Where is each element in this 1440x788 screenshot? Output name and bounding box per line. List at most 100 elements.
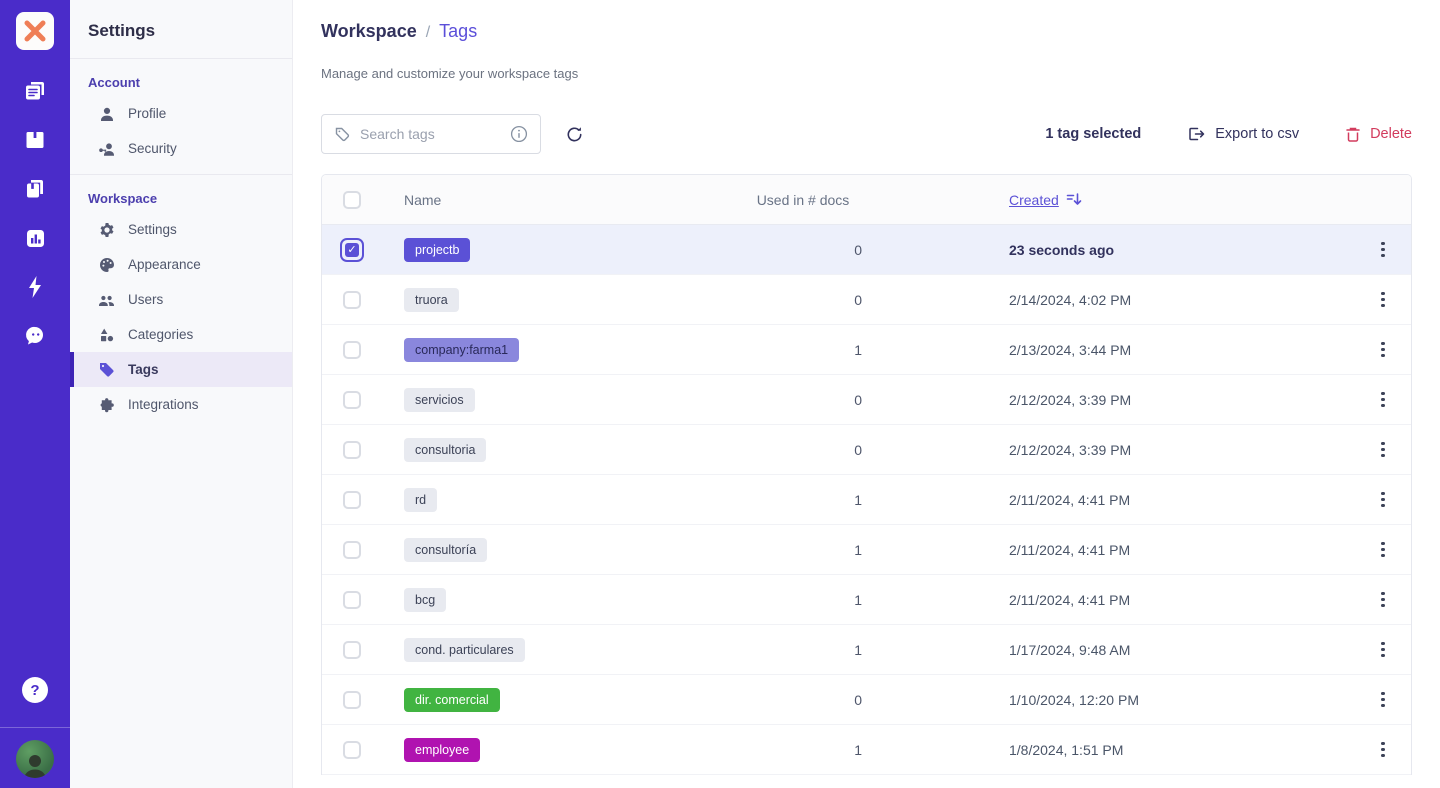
row-checkbox[interactable] [343,740,361,759]
table-row[interactable]: cond. particulares 1 1/17/2024, 9:48 AM [322,625,1411,675]
row-checkbox[interactable] [343,490,361,509]
row-menu-button[interactable] [1355,438,1411,462]
row-checkbox[interactable] [343,390,361,409]
row-checkbox[interactable] [343,690,361,709]
categories-icon [98,326,115,343]
table-row[interactable]: servicios 0 2/12/2024, 3:39 PM [322,375,1411,425]
row-menu-button[interactable] [1355,388,1411,412]
row-menu-button[interactable] [1355,238,1411,262]
sort-by-created[interactable]: Created [1009,191,1059,208]
row-menu-button[interactable] [1355,488,1411,512]
row-menu-button[interactable] [1355,588,1411,612]
row-checkbox[interactable] [343,340,361,359]
tag-badge: consultoría [404,537,488,562]
search-input[interactable] [360,126,501,142]
tag-outline-icon [335,127,350,141]
sidebar-item-label: Appearance [128,257,201,272]
sidebar-item-label: Integrations [128,397,199,412]
docs-count: 1 [854,641,862,658]
sidebar-item-appearance[interactable]: Appearance [70,247,292,282]
help-button[interactable]: ? [22,677,48,703]
sidebar-item-label: Categories [128,327,194,342]
sidebar-item-label: Profile [128,106,167,121]
table-row[interactable]: consultoría 1 2/11/2024, 4:41 PM [322,525,1411,575]
table-row[interactable]: consultoria 0 2/12/2024, 3:39 PM [322,425,1411,475]
page-subtitle: Manage and customize your workspace tags [321,66,579,81]
created-date: 2/12/2024, 3:39 PM [1009,441,1132,458]
sidebar-item-tags[interactable]: Tags [70,352,292,387]
tag-badge: company:farma1 [404,337,520,362]
app-rail: ? [0,0,70,788]
sidebar-item-label: Security [128,141,177,156]
person-icon [98,105,115,122]
sidebar-item-profile[interactable]: Profile [70,96,292,131]
kebab-icon [1377,688,1389,712]
account-section: Account Profile Security [70,59,292,175]
refresh-icon[interactable] [565,125,584,144]
table-row[interactable]: rd 1 2/11/2024, 4:41 PM [322,475,1411,525]
docs-count: 0 [854,391,862,408]
app-logo[interactable] [16,12,54,50]
table-row[interactable]: dir. comercial 0 1/10/2024, 12:20 PM [322,675,1411,725]
settings-sidebar: Settings Account Profile Security [70,0,293,788]
row-checkbox[interactable] [343,640,361,659]
row-menu-button[interactable] [1355,638,1411,662]
tag-badge: servicios [404,387,475,412]
table-row[interactable]: truora 0 2/14/2024, 4:02 PM [322,275,1411,325]
sidebar-item-integrations[interactable]: Integrations [70,387,292,422]
feed-icon[interactable] [22,78,48,104]
created-date: 2/11/2024, 4:41 PM [1009,541,1131,558]
table-row[interactable]: employee 1 1/8/2024, 1:51 PM [322,725,1411,775]
section-label-workspace: Workspace [88,191,158,206]
table-row[interactable]: bcg 1 2/11/2024, 4:41 PM [322,575,1411,625]
select-all-checkbox[interactable] [343,190,361,209]
row-checkbox[interactable]: ✓ [340,237,364,262]
row-checkbox[interactable] [343,540,361,559]
created-date: 1/10/2024, 12:20 PM [1009,691,1139,708]
selection-count: 1 tag selected [1045,126,1142,142]
tag-icon [98,361,115,378]
row-menu-button[interactable] [1355,538,1411,562]
analytics-icon[interactable] [22,225,48,251]
sidebar-item-users[interactable]: Users [70,282,292,317]
breadcrumb-separator: / [425,24,431,41]
x-logo-icon [24,20,46,42]
row-checkbox[interactable] [343,440,361,459]
breadcrumb-current[interactable]: Tags [439,21,478,41]
info-icon[interactable] [510,125,528,143]
kebab-icon [1377,488,1389,512]
export-csv-button[interactable]: Export to csv [1187,125,1299,143]
row-menu-button[interactable] [1355,338,1411,362]
assistant-icon[interactable] [22,323,48,349]
docs-count: 0 [854,291,862,308]
user-avatar[interactable] [16,740,54,778]
bolt-icon[interactable] [22,274,48,300]
sidebar-item-label: Users [128,292,164,307]
docs-count: 1 [854,591,862,608]
table-row[interactable]: ✓ projectb 0 23 seconds ago [322,225,1411,275]
table-row[interactable]: company:farma1 1 2/13/2024, 3:44 PM [322,325,1411,375]
sidebar-item-categories[interactable]: Categories [70,317,292,352]
palette-icon [98,256,115,273]
kebab-icon [1377,338,1389,362]
row-menu-button[interactable] [1355,288,1411,312]
sidebar-item-security[interactable]: Security [70,131,292,166]
delete-button[interactable]: Delete [1345,126,1412,143]
sort-desc-icon[interactable] [1066,192,1082,207]
created-date: 1/17/2024, 9:48 AM [1009,641,1131,658]
sidebar-item-settings[interactable]: Settings [70,212,292,247]
notebook-icon[interactable] [22,127,48,153]
library-icon[interactable] [22,176,48,202]
row-checkbox[interactable] [343,590,361,609]
docs-count: 0 [854,441,862,458]
tag-badge: consultoria [404,437,487,462]
row-checkbox[interactable] [343,290,361,309]
sidebar-item-label: Settings [128,222,177,237]
created-date: 1/8/2024, 1:51 PM [1009,741,1124,758]
created-date: 2/12/2024, 3:39 PM [1009,391,1132,408]
tag-badge: projectb [404,237,471,262]
row-menu-button[interactable] [1355,738,1411,762]
created-date: 2/11/2024, 4:41 PM [1009,491,1131,508]
row-menu-button[interactable] [1355,688,1411,712]
